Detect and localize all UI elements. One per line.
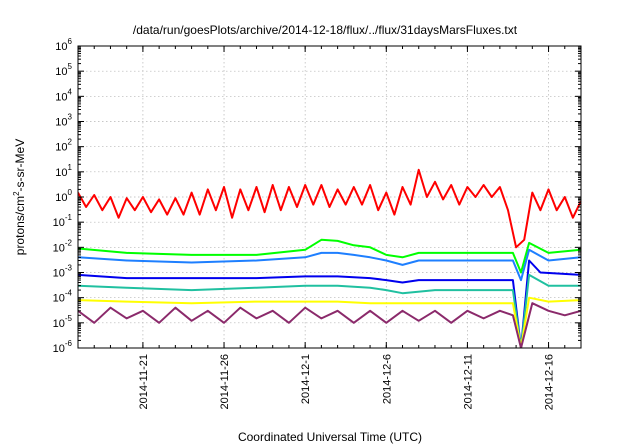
series-line-3 xyxy=(78,248,581,282)
y-tick-mantissa: 10 xyxy=(55,167,67,179)
series-line-4 xyxy=(78,259,581,348)
x-tick-labels: 2014-11-21 2014-11-26 2014-12-1 2014-12-6 20… xyxy=(138,354,556,410)
x-tick-label: 2014-11-21 xyxy=(138,354,150,409)
y-tick-label: 103 xyxy=(55,113,72,129)
y-tick-exponent: 4 xyxy=(68,87,73,96)
y-axis-label: protons/cm2-s-sr-MeV xyxy=(12,139,27,255)
series-layer xyxy=(78,168,581,348)
y-tick-exponent: 1 xyxy=(68,163,73,172)
y-label-part: protons/cm xyxy=(13,196,27,255)
y-tick-exponent: 0 xyxy=(68,188,73,197)
y-tick-exponent: 5 xyxy=(68,62,73,71)
x-tick-label: 2014-12-6 xyxy=(381,354,393,404)
y-tick-mantissa: 10 xyxy=(53,242,65,254)
y-tick-labels: 10-610-510-410-310-210-11001011021031041… xyxy=(53,37,73,355)
series-line-7 xyxy=(78,302,581,348)
y-tick-label: 10-6 xyxy=(53,339,73,355)
y-tick-exponent: -1 xyxy=(65,213,73,222)
y-tick-label: 10-1 xyxy=(53,213,73,229)
y-tick-mantissa: 10 xyxy=(55,91,67,103)
y-label-part: -s-sr-MeV xyxy=(13,139,27,192)
y-tick-mantissa: 10 xyxy=(53,293,65,305)
axis-ticks xyxy=(77,45,582,349)
y-tick-label: 10-3 xyxy=(53,264,73,280)
series-line-5 xyxy=(78,273,581,348)
y-tick-mantissa: 10 xyxy=(55,66,67,78)
series-line-6 xyxy=(78,296,581,348)
y-tick-label: 10-5 xyxy=(53,314,73,330)
x-tick-label: 2014-12-1 xyxy=(300,354,312,404)
y-tick-mantissa: 10 xyxy=(53,268,65,280)
y-tick-exponent: 3 xyxy=(68,113,73,122)
y-tick-mantissa: 10 xyxy=(55,192,67,204)
y-tick-label: 10-4 xyxy=(53,289,73,305)
y-tick-exponent: 6 xyxy=(68,37,73,46)
series-line-1 xyxy=(78,168,581,249)
y-tick-label: 105 xyxy=(55,62,72,78)
y-tick-label: 101 xyxy=(55,163,72,179)
y-tick-exponent: -2 xyxy=(65,238,73,247)
x-tick-label: 2014-12-11 xyxy=(462,354,474,409)
y-tick-label: 106 xyxy=(55,37,72,53)
x-tick-label: 2014-12-16 xyxy=(544,354,556,410)
series-line-2 xyxy=(78,238,581,274)
y-tick-label: 100 xyxy=(55,188,72,204)
x-axis-label: Coordinated Universal Time (UTC) xyxy=(238,430,422,444)
y-tick-label: 102 xyxy=(55,138,72,154)
y-tick-exponent: -6 xyxy=(65,339,73,348)
y-tick-exponent: -5 xyxy=(65,314,73,323)
chart-title: /data/run/goesPlots/archive/2014-12-18/f… xyxy=(133,23,518,37)
y-tick-exponent: -4 xyxy=(65,289,73,298)
y-tick-exponent: 2 xyxy=(68,138,73,147)
x-tick-label: 2014-11-26 xyxy=(219,354,231,409)
y-label-superscript: 2 xyxy=(12,191,21,196)
y-tick-mantissa: 10 xyxy=(55,142,67,154)
y-tick-exponent: -3 xyxy=(65,264,73,273)
y-tick-mantissa: 10 xyxy=(53,217,65,229)
y-tick-mantissa: 10 xyxy=(55,117,67,129)
y-tick-mantissa: 10 xyxy=(55,41,67,53)
y-tick-label: 104 xyxy=(55,87,72,103)
y-tick-label: 10-2 xyxy=(53,238,73,254)
y-tick-mantissa: 10 xyxy=(53,318,65,330)
y-tick-mantissa: 10 xyxy=(53,343,65,355)
